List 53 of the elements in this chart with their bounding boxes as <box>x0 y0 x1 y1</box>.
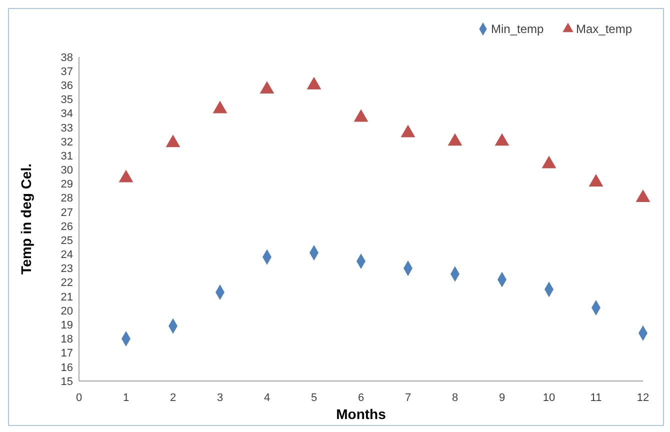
y-tick-label: 18 <box>60 334 73 346</box>
x-tick-label: 6 <box>358 392 364 404</box>
y-tick-label: 20 <box>60 305 73 318</box>
y-tick-label: 28 <box>60 192 73 205</box>
y-tick-label: 23 <box>60 263 73 276</box>
x-tick-label: 12 <box>636 392 650 404</box>
y-tick-label: 24 <box>60 249 73 262</box>
x-tick-label: 7 <box>404 392 412 404</box>
x-tick-label: 2 <box>170 392 176 404</box>
x-tick-label: 4 <box>264 392 270 404</box>
point <box>306 76 322 90</box>
point <box>212 100 228 114</box>
point <box>166 134 180 148</box>
y-tick-label: 33 <box>60 122 73 134</box>
y-tick-label: 30 <box>60 164 73 177</box>
x-tick-label: 5 <box>310 392 318 404</box>
point <box>494 133 510 146</box>
legend-label: Max_temp <box>576 22 632 36</box>
point <box>542 156 556 168</box>
x-tick-label: 1 <box>122 392 130 404</box>
y-tick-label: 26 <box>60 220 73 233</box>
y-tick-label: 21 <box>60 291 73 304</box>
y-tick-label: 17 <box>60 348 73 360</box>
y-tick-label: 25 <box>60 234 73 247</box>
y-tick-label: 36 <box>60 80 73 92</box>
x-tick-label: 8 <box>452 392 458 404</box>
x-tick-label: 11 <box>590 392 602 404</box>
point <box>588 174 604 187</box>
y-tick-label: 15 <box>60 376 73 388</box>
point <box>260 81 274 94</box>
point <box>400 124 416 138</box>
y-tick-label: 16 <box>60 362 73 374</box>
x-tick-label: 0 <box>76 392 82 404</box>
point <box>636 190 650 202</box>
y-tick-label: 19 <box>60 320 73 332</box>
x-tick-label: 10 <box>542 392 556 404</box>
point <box>448 133 462 146</box>
y-tick-label: 27 <box>60 206 73 219</box>
legend-label: Min_temp <box>491 22 544 36</box>
y-tick-label: 31 <box>60 150 73 162</box>
x-axis-title: Months <box>336 406 386 422</box>
point <box>354 109 368 122</box>
y-tick-label: 38 <box>60 52 73 64</box>
y-tick-label: 29 <box>60 178 73 191</box>
y-tick-label: 34 <box>60 108 73 120</box>
x-tick-label: 9 <box>498 392 506 404</box>
y-tick-label: 37 <box>60 66 73 78</box>
y-tick-label: 35 <box>60 94 73 106</box>
y-tick-label: 22 <box>60 277 73 290</box>
y-tick-label: 32 <box>60 136 73 148</box>
y-axis-title: Temp in deg Cel. <box>18 164 34 274</box>
point <box>118 170 134 182</box>
x-tick-label: 3 <box>216 392 224 404</box>
